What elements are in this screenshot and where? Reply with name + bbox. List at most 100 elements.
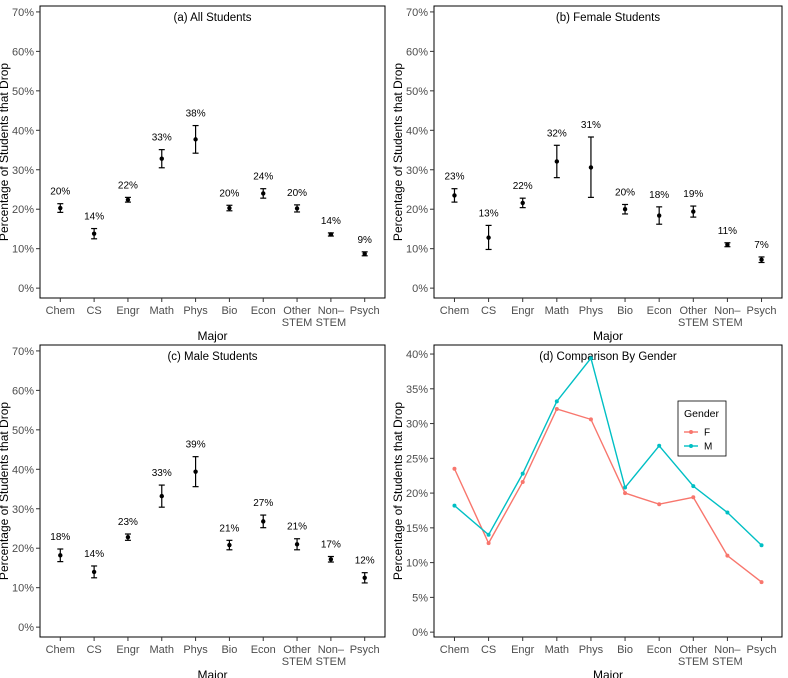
data-label: 38%	[186, 109, 206, 120]
series-point-F	[725, 553, 730, 558]
data-label: 33%	[152, 468, 172, 479]
series-point-F	[623, 491, 628, 496]
y-tick-label: 15%	[406, 523, 428, 535]
series-line-F	[453, 408, 762, 583]
x-tick-label-line: Phys	[579, 305, 604, 317]
x-tick-label: Other STEM	[678, 305, 709, 329]
x-tick-label-line: Bio	[617, 305, 633, 317]
x-tick-label-line: CS	[481, 644, 496, 656]
x-tick-label-line: Econ	[251, 644, 276, 656]
series-point-F	[588, 417, 593, 422]
data-point	[227, 542, 232, 548]
x-tick-label-line: Bio	[617, 644, 633, 656]
data-label: 20%	[615, 187, 635, 198]
panel-border	[433, 344, 783, 638]
data-label: 23%	[118, 517, 138, 528]
series-line-M	[454, 356, 763, 546]
x-axis-title: Major	[197, 329, 227, 343]
x-tick-label: Engr	[116, 644, 140, 656]
data-label: 9%	[357, 235, 372, 246]
y-tick-label: 40%	[12, 464, 34, 476]
data-point	[362, 251, 367, 257]
x-tick-label: Phys	[579, 305, 604, 317]
x-axis-title: Major	[593, 668, 623, 678]
series-point-F	[452, 466, 457, 471]
y-axis-ticks: 0% 5% 10% 15% 20% 25% 30% 35% 40%	[406, 349, 434, 639]
y-tick-label: 40%	[406, 125, 428, 137]
y-axis-ticks: 0% 10% 20% 30% 40% 50% 60% 70%	[12, 346, 40, 634]
panel-b: (b) Female Students 0% 10% 20% 30% 40% 50% 60% 7…	[391, 5, 783, 343]
y-axis-title: Percentage of Students that Drop	[0, 402, 11, 580]
panel-border	[433, 5, 783, 299]
x-tick-label: Math	[150, 305, 174, 317]
x-tick-label: CS	[481, 305, 496, 317]
data-point	[261, 191, 266, 196]
x-tick-label: Engr	[511, 644, 535, 656]
series-point-M	[725, 510, 730, 515]
data-label: 32%	[547, 128, 567, 139]
data-point	[622, 207, 628, 212]
x-tick-label-line: Phys	[579, 644, 604, 656]
data-label: 19%	[683, 189, 703, 200]
data-label: 27%	[253, 498, 273, 509]
x-tick-label-line: Chem	[440, 305, 469, 317]
data-point	[656, 213, 662, 218]
series-point-M	[657, 443, 662, 448]
x-tick-label-line: STEM	[678, 656, 709, 668]
data-point	[328, 232, 334, 237]
series-point-M	[554, 399, 559, 404]
x-tick-label: Chem	[440, 305, 469, 317]
x-tick-label: CS	[481, 644, 496, 656]
x-tick-label-line: STEM	[712, 317, 743, 329]
x-tick-label-line: Math	[150, 644, 174, 656]
x-tick-label-line: Engr	[116, 644, 140, 656]
data-point	[362, 575, 367, 581]
data-label: 12%	[355, 556, 375, 567]
series-point-M	[452, 503, 457, 508]
series-point-F	[657, 502, 662, 507]
y-tick-label: 50%	[12, 86, 34, 98]
x-tick-label-line: STEM	[316, 317, 347, 329]
data-label: 20%	[50, 187, 70, 198]
x-tick-label: Phys	[183, 644, 208, 656]
y-tick-label: 35%	[406, 384, 428, 396]
y-axis-title: Percentage of Students that Drop	[391, 63, 405, 241]
y-tick-label: 70%	[12, 7, 34, 19]
y-tick-label: 40%	[12, 125, 34, 137]
data-label: 21%	[287, 522, 307, 533]
y-tick-label: 0%	[412, 627, 428, 639]
x-tick-label-line: Psych	[350, 644, 380, 656]
x-tick-label-line: STEM	[282, 656, 313, 668]
x-tick-label: Math	[150, 644, 174, 656]
x-tick-label-line: Engr	[116, 305, 140, 317]
x-tick-label-line: Engr	[511, 305, 535, 317]
y-tick-label: 30%	[12, 165, 34, 177]
x-tick-label: Non– STEM	[316, 644, 347, 668]
y-tick-label: 30%	[12, 504, 34, 516]
x-tick-label-line: STEM	[712, 656, 743, 668]
y-tick-label: 20%	[12, 204, 34, 216]
data-point	[159, 156, 164, 161]
data-point	[91, 569, 97, 575]
data-point	[125, 534, 131, 540]
panel-title: (b) Female Students	[556, 12, 660, 24]
x-tick-label-line: CS	[86, 305, 101, 317]
y-axis-title: Percentage of Students that Drop	[0, 63, 11, 241]
x-tick-label-line: Econ	[251, 305, 276, 317]
x-tick-label-line: CS	[481, 305, 496, 317]
x-tick-label: Chem	[46, 305, 75, 317]
y-tick-label: 60%	[12, 385, 34, 397]
legend: Gender FM	[677, 400, 727, 457]
y-tick-label: 0%	[18, 283, 34, 295]
y-axis-title: Percentage of Students that Drop	[391, 402, 405, 580]
data-point	[125, 197, 131, 202]
y-axis-ticks: 0% 10% 20% 30% 40% 50% 60% 70%	[12, 7, 40, 295]
x-tick-label: CS	[86, 305, 101, 317]
x-tick-label: Non– STEM	[712, 305, 743, 329]
x-tick-label-line: Econ	[647, 305, 672, 317]
y-tick-label: 0%	[412, 283, 428, 295]
x-tick-label: Chem	[46, 644, 75, 656]
